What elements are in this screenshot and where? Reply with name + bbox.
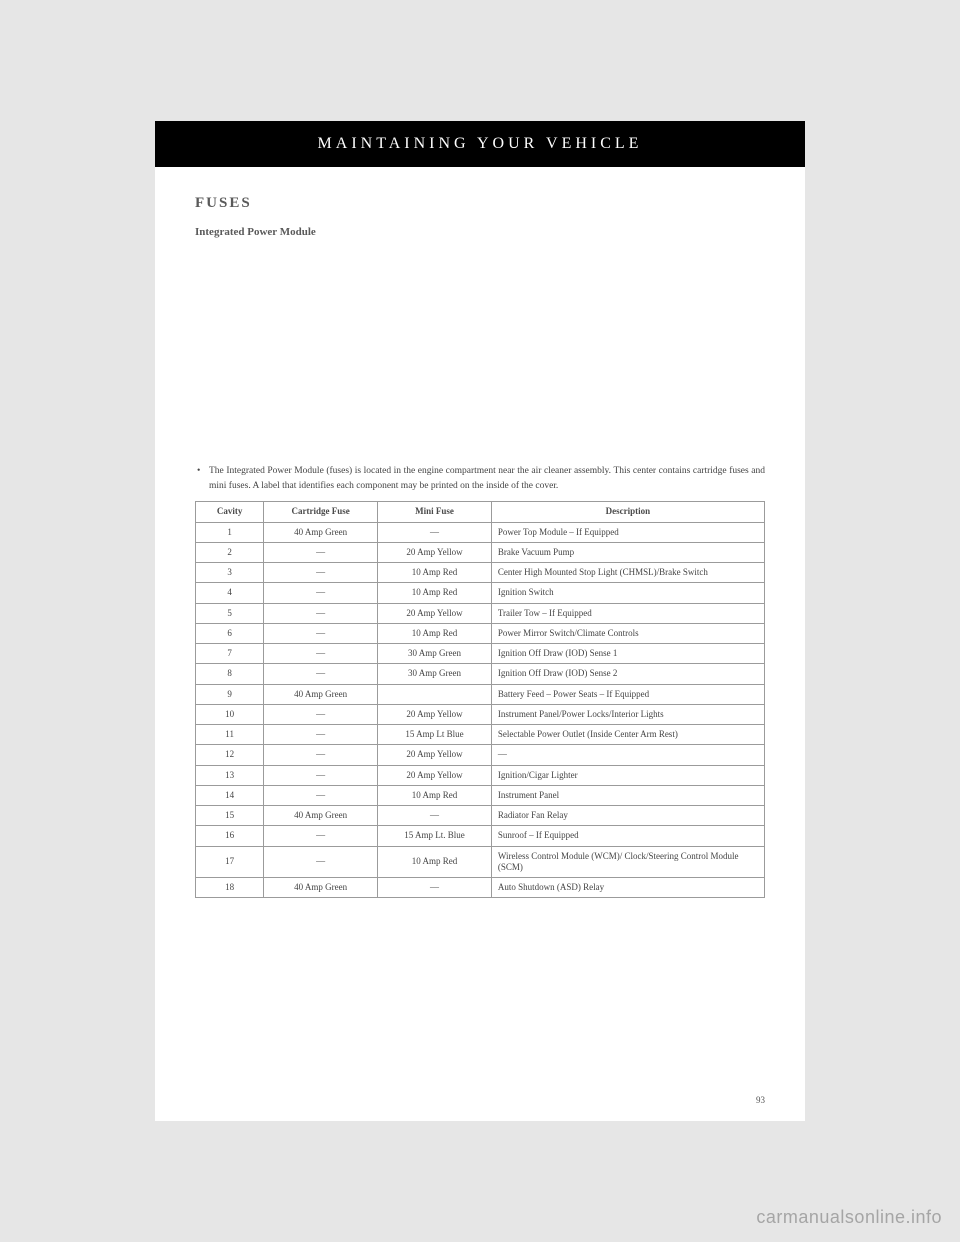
table-row: 140 Amp Green—Power Top Module – If Equi… — [196, 522, 765, 542]
table-row: 940 Amp GreenBattery Feed – Power Seats … — [196, 684, 765, 704]
table-row: 17—10 Amp RedWireless Control Module (WC… — [196, 846, 765, 878]
header-title: MAINTAINING YOUR VEHICLE — [318, 135, 643, 153]
table-row: 12—20 Amp Yellow— — [196, 745, 765, 765]
table-row: 3—10 Amp RedCenter High Mounted Stop Lig… — [196, 563, 765, 583]
fuse-table: Cavity Cartridge Fuse Mini Fuse Descript… — [195, 501, 765, 898]
table-row: 8—30 Amp GreenIgnition Off Draw (IOD) Se… — [196, 664, 765, 684]
page-background: MAINTAINING YOUR VEHICLE FUSES Integrate… — [0, 0, 960, 1242]
table-row: 6—10 Amp RedPower Mirror Switch/Climate … — [196, 623, 765, 643]
page-content: FUSES Integrated Power Module The Integr… — [155, 167, 805, 1121]
table-row: 2—20 Amp YellowBrake Vacuum Pump — [196, 542, 765, 562]
section-title: FUSES — [195, 195, 765, 212]
table-row: 7—30 Amp GreenIgnition Off Draw (IOD) Se… — [196, 644, 765, 664]
manual-page: MAINTAINING YOUR VEHICLE FUSES Integrate… — [155, 121, 805, 1121]
table-row: 5—20 Amp YellowTrailer Tow – If Equipped — [196, 603, 765, 623]
table-row: 4—10 Amp RedIgnition Switch — [196, 583, 765, 603]
subsection-title: Integrated Power Module — [195, 226, 765, 238]
watermark-text: carmanualsonline.info — [756, 1207, 942, 1228]
fuse-table-body: 140 Amp Green—Power Top Module – If Equi… — [196, 522, 765, 898]
table-row: 1840 Amp Green—Auto Shutdown (ASD) Relay — [196, 878, 765, 898]
th-description: Description — [491, 502, 764, 522]
table-row: 16—15 Amp Lt. BlueSunroof – If Equipped — [196, 826, 765, 846]
diagram-placeholder — [195, 246, 765, 464]
th-cavity: Cavity — [196, 502, 264, 522]
table-header-row: Cavity Cartridge Fuse Mini Fuse Descript… — [196, 502, 765, 522]
intro-paragraph: The Integrated Power Module (fuses) is l… — [195, 464, 765, 493]
table-row: 11—15 Amp Lt BlueSelectable Power Outlet… — [196, 725, 765, 745]
table-row: 14—10 Amp RedInstrument Panel — [196, 785, 765, 805]
page-header: MAINTAINING YOUR VEHICLE — [155, 121, 805, 167]
table-row: 10—20 Amp YellowInstrument Panel/Power L… — [196, 704, 765, 724]
table-row: 1540 Amp Green—Radiator Fan Relay — [196, 806, 765, 826]
page-number: 93 — [756, 1095, 765, 1105]
table-row: 13—20 Amp YellowIgnition/Cigar Lighter — [196, 765, 765, 785]
th-cartridge: Cartridge Fuse — [264, 502, 378, 522]
th-mini: Mini Fuse — [378, 502, 492, 522]
